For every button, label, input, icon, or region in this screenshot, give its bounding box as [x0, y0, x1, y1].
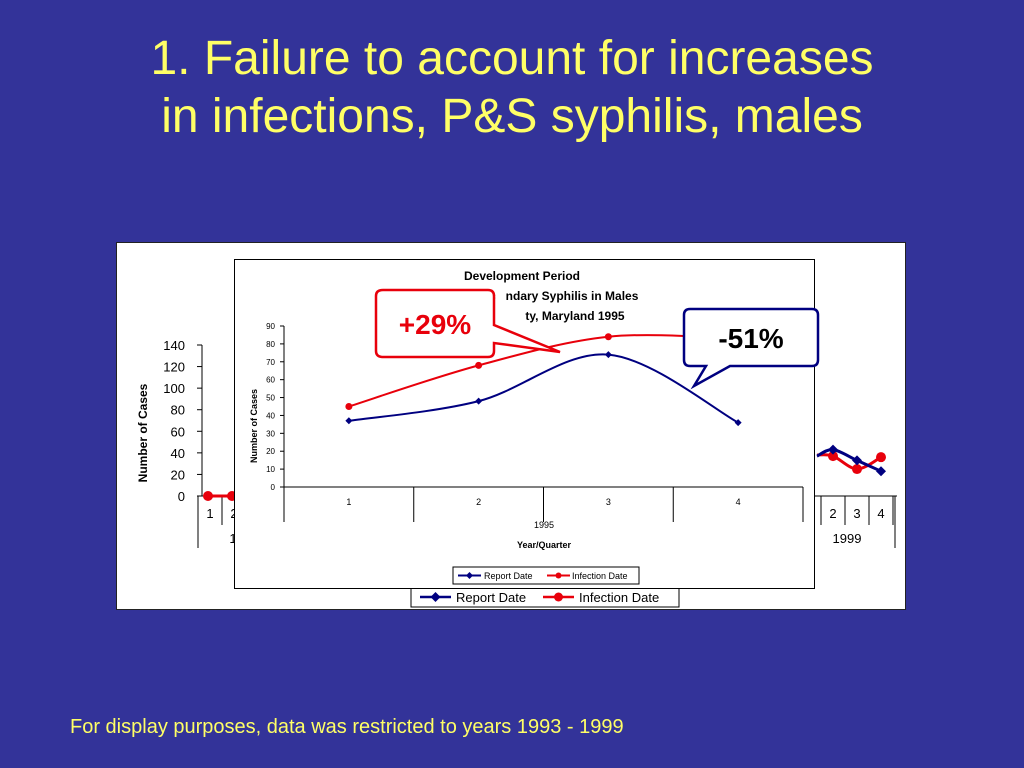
bg-y-tick-label: 140 — [163, 338, 185, 353]
bg-year-label: 1 — [229, 531, 236, 546]
callout-minus-51: -51% — [682, 307, 820, 390]
inset-x-tick-label: 1 — [346, 497, 351, 507]
callout-minus-51-label: -51% — [718, 323, 783, 354]
inset-legend-infection-label: Infection Date — [572, 571, 628, 581]
bg-x-tick-label: 3 — [853, 506, 860, 521]
inset-report-point — [345, 417, 353, 425]
inset-infection-point — [345, 403, 353, 410]
bg-y-tick-label: 120 — [163, 360, 185, 375]
bg-y-tick-label: 60 — [171, 424, 185, 439]
inset-report-point — [734, 419, 742, 427]
bg-report-point — [876, 466, 886, 477]
inset-y-axis-label: Number of Cases — [249, 389, 259, 463]
bg-legend-report-marker — [430, 592, 441, 602]
inset-x-tick-label: 4 — [736, 497, 741, 507]
bg-y-tick-label: 80 — [171, 403, 185, 418]
bg-infection-point — [876, 452, 886, 463]
inset-infection-point — [475, 361, 483, 369]
bg-report-point — [852, 455, 862, 466]
inset-y-tick-label: 30 — [266, 429, 275, 438]
inset-report-point — [475, 397, 483, 405]
bg-x-tick-label: 4 — [877, 506, 884, 521]
inset-y-tick-label: 50 — [266, 394, 275, 403]
inset-y-tick-label: 80 — [266, 340, 275, 349]
bg-y-tick-label: 20 — [171, 467, 185, 482]
inset-title-line-3: ty, Maryland 1995 — [525, 309, 624, 323]
bg-x-tick-label: 2 — [829, 506, 836, 521]
inset-y-tick-label: 90 — [266, 322, 275, 331]
inset-x-tick-label: 3 — [606, 497, 611, 507]
inset-y-tick-label: 40 — [266, 411, 275, 420]
inset-title-line-1: Development Period — [464, 269, 580, 283]
bg-infection-point — [828, 451, 838, 462]
bg-year-label: 1999 — [833, 531, 862, 546]
bg-infection-point — [203, 491, 213, 501]
callout-plus-29: +29% — [374, 288, 561, 359]
inset-year-label: 1995 — [534, 520, 554, 530]
inset-legend: Report Date Infection Date — [452, 566, 640, 585]
bg-legend-infection-marker — [554, 592, 563, 602]
bg-infection-point — [852, 464, 862, 475]
inset-chart: Development Period Pr and Sec ndary Syph… — [249, 269, 804, 585]
inset-y-tick-label: 10 — [266, 465, 275, 474]
bg-y-tick-label: 100 — [163, 381, 185, 396]
inset-y-tick-label: 0 — [271, 483, 276, 492]
bg-y-axis-label: Number of Cases — [136, 383, 150, 482]
inset-legend-report-marker — [466, 572, 473, 579]
slide-title-line-2: in infections, P&S syphilis, males — [161, 90, 863, 143]
inset-infection-point — [604, 333, 612, 341]
inset-y-tick-label: 70 — [266, 358, 275, 367]
inset-y-tick-label: 20 — [266, 447, 275, 456]
slide-title: 1. Failure to account for increases in i… — [0, 30, 1024, 146]
inset-legend-infection-marker — [555, 572, 562, 579]
inset-report-point — [604, 351, 612, 359]
slide-title-line-1: 1. Failure to account for increases — [150, 32, 874, 85]
inset-x-axis-label: Year/Quarter — [517, 540, 572, 550]
inset-x-tick-label: 2 — [476, 497, 481, 507]
inset-legend-report-label: Report Date — [484, 571, 533, 581]
bg-x-tick-label: 1 — [206, 506, 213, 521]
inset-y-tick-label: 60 — [266, 376, 275, 385]
bg-y-tick-label: 40 — [171, 446, 185, 461]
bg-y-tick-label: 0 — [178, 489, 185, 504]
bg-legend-infection-label: Infection Date — [579, 590, 659, 605]
bg-legend-report-label: Report Date — [456, 590, 526, 605]
callout-plus-29-label: +29% — [399, 309, 471, 340]
bg-report-point — [828, 444, 838, 455]
bg-infection-line — [816, 453, 882, 471]
bg-report-line — [816, 448, 882, 473]
inset-report-line — [348, 353, 739, 424]
footnote: For display purposes, data was restricte… — [70, 716, 624, 738]
